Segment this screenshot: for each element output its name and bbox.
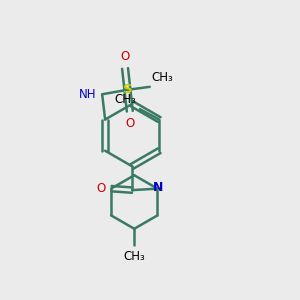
Text: CH₃: CH₃ [123, 250, 145, 262]
Text: CH₃: CH₃ [115, 93, 136, 106]
Text: O: O [125, 117, 134, 130]
Text: NH: NH [79, 88, 97, 101]
Text: CH₃: CH₃ [151, 71, 173, 85]
Text: N: N [153, 181, 163, 194]
Text: O: O [97, 182, 106, 195]
Text: O: O [120, 50, 130, 63]
Text: S: S [123, 83, 132, 96]
